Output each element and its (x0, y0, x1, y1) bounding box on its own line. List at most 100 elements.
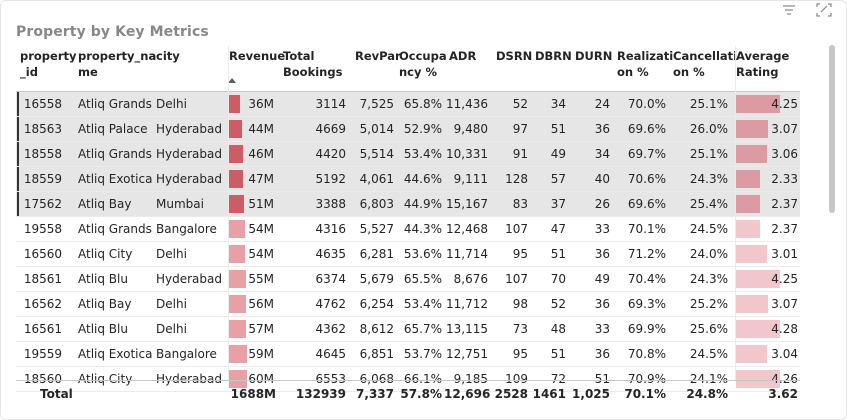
cell-realization: 70.8% (627, 347, 666, 361)
cell-occupancy: 53.6% (403, 247, 442, 261)
cell-durn: 33 (594, 322, 610, 336)
table-row[interactable]: 16560 Atliq City Delhi 4635 6,281 53.6% 11,714… (16, 242, 800, 267)
cell-city: Hyderabad (156, 272, 222, 286)
cell-revpar: 5,514 (359, 147, 394, 161)
cell-total-bookings: 6374 (315, 272, 346, 286)
col-header-occupancy[interactable]: Occupa ncy % (399, 49, 447, 79)
col-header-dsrn[interactable]: DSRN (496, 49, 533, 63)
cell-durn: 40 (594, 172, 610, 186)
cell-total-bookings: 4362 (315, 322, 346, 336)
cell-property-name: Atliq Exotica (78, 172, 153, 186)
table-row[interactable]: 19559 Atliq Exotica Bangalore 4645 6,851 53.7… (16, 342, 800, 367)
rating-data-bar (736, 370, 780, 388)
cell-durn: 49 (594, 272, 610, 286)
cell-durn: 33 (594, 222, 610, 236)
col-header-dbrn[interactable]: DBRN (535, 49, 572, 63)
col-header-cancellation[interactable]: Cancellati on % (673, 49, 738, 79)
revenue-data-bar (229, 245, 246, 263)
cell-average-rating: 2.33 (771, 172, 798, 186)
col-header-realization[interactable]: Realizati on % (617, 49, 674, 79)
cell-durn: 36 (594, 347, 610, 361)
col-header-average-rating[interactable]: Average Rating (736, 49, 790, 79)
revenue-data-bar (229, 320, 247, 338)
cell-property-id: 16562 (23, 297, 62, 311)
cell-dbrn: 70 (550, 272, 566, 286)
rating-data-bar (736, 295, 768, 313)
data-table: property _id property_na me city Revenue… (16, 46, 800, 392)
cell-cancellation: 24.3% (689, 172, 728, 186)
revenue-data-bar (229, 220, 246, 238)
revenue-data-bar (229, 295, 246, 313)
col-header-durn[interactable]: DURN (575, 49, 613, 63)
cell-durn: 51 (594, 372, 610, 386)
rating-data-bar (736, 120, 768, 138)
cell-property-name: Atliq Bay (78, 197, 132, 211)
cell-city: Hyderabad (156, 372, 222, 386)
cell-revenue: 55M (248, 272, 274, 286)
column-divider (735, 46, 736, 380)
focus-mode-icon[interactable] (815, 2, 833, 18)
cell-cancellation: 25.1% (689, 97, 728, 111)
cell-cancellation: 25.4% (689, 197, 728, 211)
rating-data-bar (736, 95, 780, 113)
cell-realization: 70.6% (627, 172, 666, 186)
cell-dsrn: 83 (512, 197, 528, 211)
cell-cancellation: 24.5% (689, 222, 728, 236)
cell-dbrn: 37 (550, 197, 566, 211)
table-row[interactable]: 16558 Atliq Grands Delhi 3114 7,525 65.8% 11,4… (16, 92, 800, 117)
cell-adr: 10,331 (446, 147, 488, 161)
table-row[interactable]: 18558 Atliq Grands Hyderabad 4420 5,514 53.4%… (16, 142, 800, 167)
cell-occupancy: 52.9% (403, 122, 442, 136)
cell-cancellation: 25.6% (689, 322, 728, 336)
sort-ascending-icon[interactable] (228, 78, 236, 83)
table-row[interactable]: 18561 Atliq Blu Hyderabad 6374 5,679 65.5% 8,6… (16, 267, 800, 292)
col-header-property-id[interactable]: property _id (20, 49, 77, 79)
table-row[interactable]: 18560 Atliq City Hyderabad 6553 6,068 66.1% 9,… (16, 367, 800, 392)
cell-average-rating: 3.06 (771, 147, 798, 161)
cell-total-bookings: 3114 (315, 97, 346, 111)
cell-revenue: 56M (248, 297, 274, 311)
cell-property-name: Atliq Grands (78, 97, 152, 111)
cell-average-rating: 4.25 (771, 272, 798, 286)
cell-occupancy: 44.6% (403, 172, 442, 186)
cell-occupancy: 65.8% (403, 97, 442, 111)
revenue-data-bar (229, 370, 247, 388)
cell-average-rating: 4.25 (771, 97, 798, 111)
cell-adr: 13,115 (446, 322, 488, 336)
col-header-property-name[interactable]: property_na me (78, 49, 157, 79)
cell-revenue: 54M (248, 247, 274, 261)
cell-adr: 9,111 (453, 172, 488, 186)
cell-dsrn: 91 (512, 147, 528, 161)
cell-total-bookings: 5192 (315, 172, 346, 186)
rating-data-bar (736, 320, 780, 338)
table-row[interactable]: 18559 Atliq Exotica Hyderabad 5192 4,061 44.6… (16, 167, 800, 192)
cell-total-bookings: 4316 (315, 222, 346, 236)
rating-data-bar (736, 245, 767, 263)
revenue-data-bar (229, 95, 240, 113)
cell-total-bookings: 4635 (315, 247, 346, 261)
cell-dbrn: 51 (550, 247, 566, 261)
scrollbar-thumb[interactable] (829, 45, 835, 213)
col-header-revpar[interactable]: RevPar (355, 49, 401, 63)
table-row[interactable]: 16561 Atliq Blu Delhi 4362 8,612 65.7% 13,115 7… (16, 317, 800, 342)
cell-property-id: 16561 (23, 322, 62, 336)
table-row[interactable]: 18563 Atliq Palace Hyderabad 4669 5,014 52.9%… (16, 117, 800, 142)
column-divider (228, 46, 229, 380)
col-header-city[interactable]: city (156, 49, 180, 63)
cell-total-bookings: 4669 (315, 122, 346, 136)
cell-city: Hyderabad (156, 147, 222, 161)
cell-revpar: 4,061 (359, 172, 394, 186)
table-row[interactable]: 19558 Atliq Grands Bangalore 4316 5,527 44.3%… (16, 217, 800, 242)
table-row[interactable]: 17562 Atliq Bay Mumbai 3388 6,803 44.9% 15,167… (16, 192, 800, 217)
col-header-adr[interactable]: ADR (449, 49, 477, 63)
filter-icon[interactable] (780, 2, 798, 18)
table-row[interactable]: 16562 Atliq Bay Delhi 4762 6,254 53.4% 11,712 9… (16, 292, 800, 317)
cell-average-rating: 4.26 (771, 372, 798, 386)
cell-property-name: Atliq Blu (78, 272, 128, 286)
cell-city: Hyderabad (156, 122, 222, 136)
col-header-total-bookings[interactable]: Total Bookings (283, 49, 343, 79)
col-header-revenue[interactable]: Revenue (229, 49, 286, 63)
cell-dsrn: 73 (512, 322, 528, 336)
cell-property-name: Atliq Grands (78, 147, 152, 161)
cell-revpar: 5,679 (359, 272, 394, 286)
